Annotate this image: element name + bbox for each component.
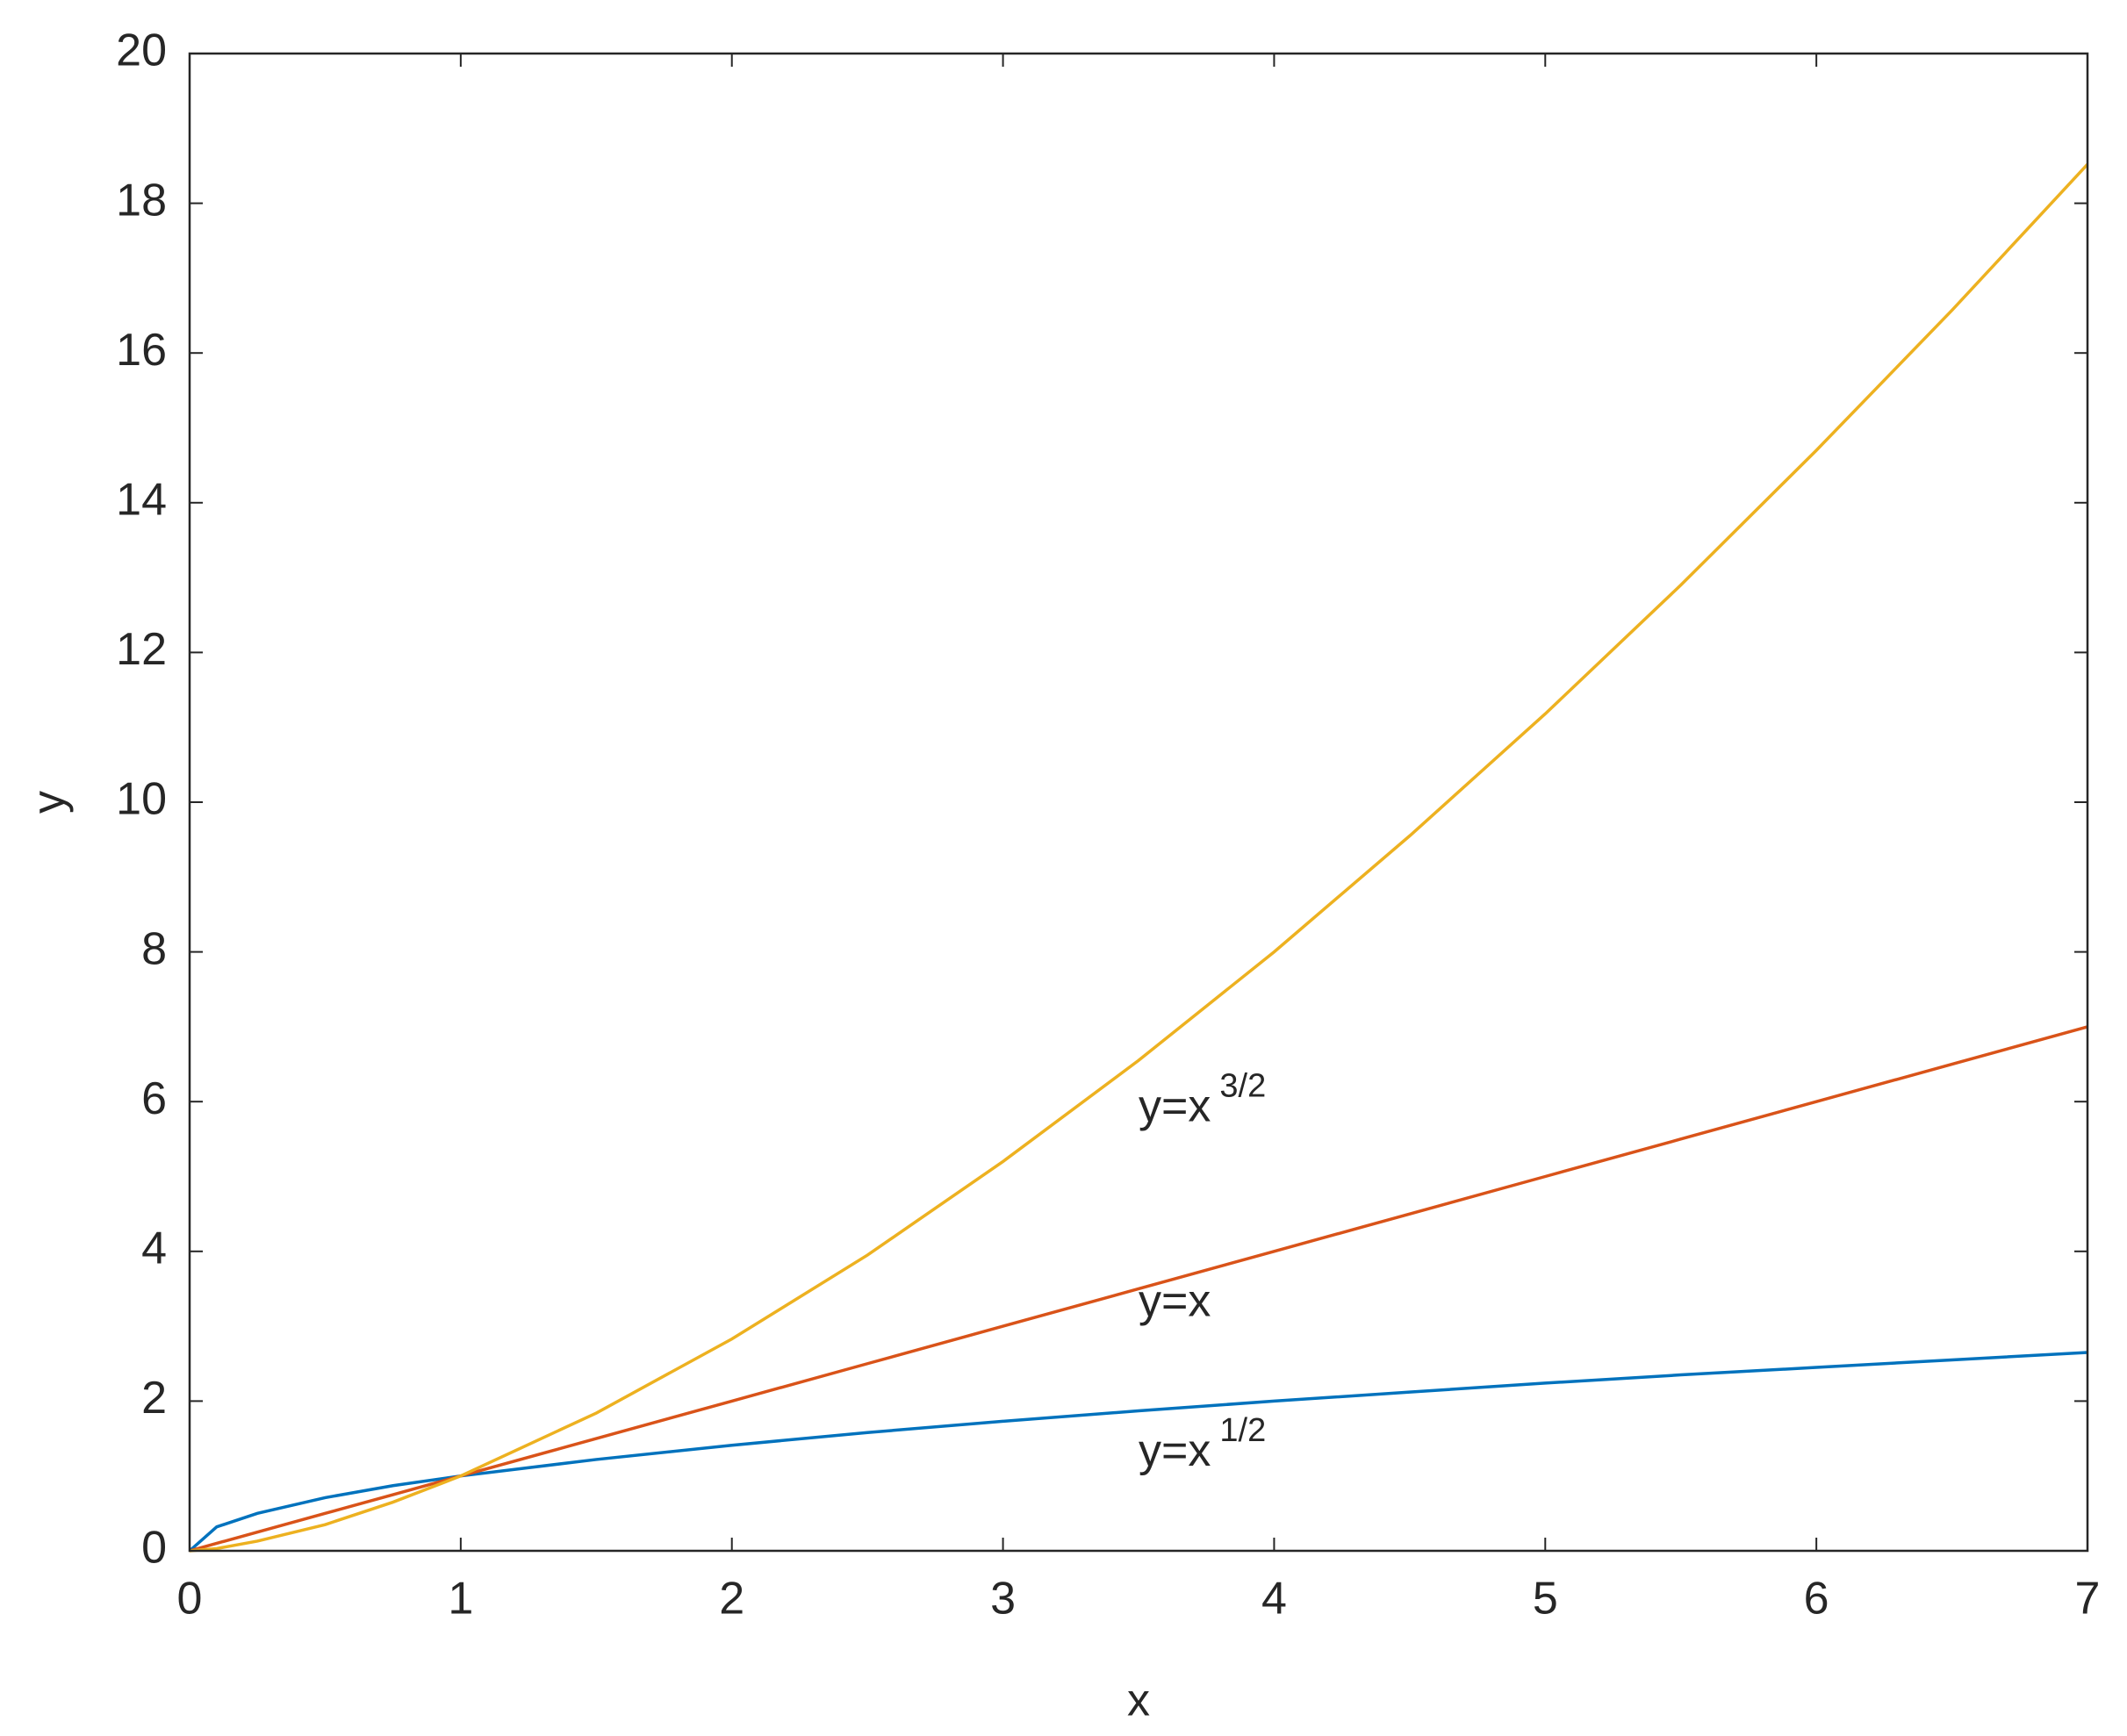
annotation-superscript: 1/2 — [1219, 1412, 1266, 1449]
x-tick-label: 7 — [2075, 1574, 2101, 1625]
x-tick-label: 2 — [719, 1574, 744, 1625]
series-line — [188, 1351, 2088, 1553]
y-tick-label: 2 — [141, 1373, 167, 1424]
annotation-text: y=x — [1139, 1275, 1211, 1326]
annotation-superscript: 3/2 — [1219, 1068, 1266, 1105]
annotation: y=x — [1139, 1275, 1211, 1326]
x-tick-label: 4 — [1261, 1574, 1287, 1625]
x-tick-label: 0 — [177, 1574, 203, 1625]
y-tick-label: 16 — [116, 325, 167, 376]
y-tick-label: 0 — [141, 1523, 167, 1574]
x-tick-label: 6 — [1804, 1574, 1829, 1625]
y-tick-label: 10 — [116, 774, 167, 825]
y-tick-label: 4 — [141, 1223, 167, 1274]
y-tick-label: 12 — [116, 624, 167, 675]
x-axis-label: x — [1127, 1675, 1150, 1726]
y-tick-label: 8 — [141, 923, 167, 974]
y-axis-label: y — [24, 791, 75, 814]
y-tick-label: 14 — [116, 475, 167, 526]
annotation: y=x 1/2 — [1139, 1412, 1266, 1476]
y-tick-label: 6 — [141, 1073, 167, 1124]
y-tick-label: 18 — [116, 175, 167, 226]
axes-box — [188, 52, 2089, 1553]
series-line — [189, 163, 2089, 1553]
series-line — [189, 1025, 2088, 1553]
annotation-text: y=x — [1139, 1080, 1211, 1131]
x-tick-label: 5 — [1533, 1574, 1558, 1625]
x-tick-label: 3 — [990, 1574, 1016, 1625]
annotation: y=x 3/2 — [1139, 1068, 1266, 1132]
x-tick-label: 1 — [448, 1574, 473, 1625]
annotation-text: y=x — [1139, 1425, 1211, 1476]
y-tick-label: 20 — [116, 25, 167, 76]
